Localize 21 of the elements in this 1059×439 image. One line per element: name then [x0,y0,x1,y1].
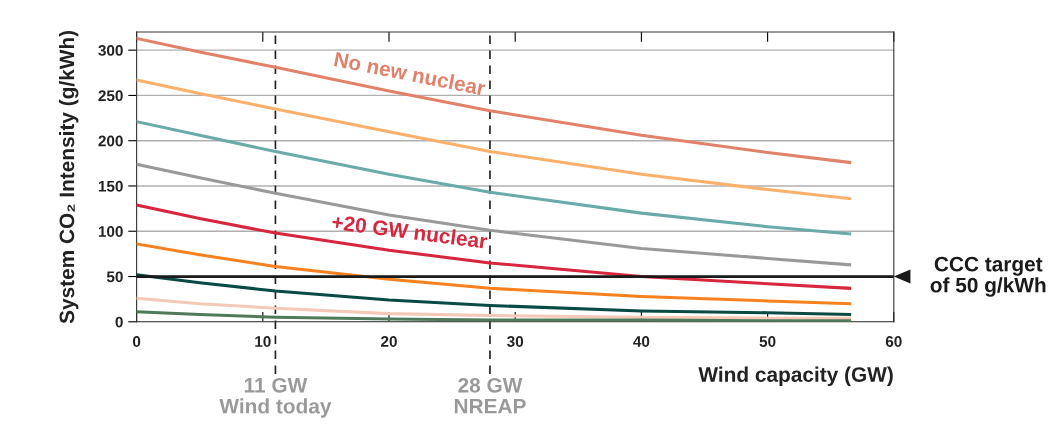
x-tick-label: 50 [759,336,776,347]
text: +20 GW nuclear [331,213,488,249]
y-tick-label: 300 [98,45,123,56]
x-tick-label: 30 [507,336,524,347]
y-tick-label: 50 [106,271,123,283]
x-tick-label: 40 [633,336,650,347]
x-tick-label: 0 [132,336,141,347]
ref-line-label: CCC target of 50 g/kWh [930,256,1046,297]
y-tick-label: 100 [98,226,123,237]
text: No new nuclear [333,51,487,96]
y-axis-title: System CO₂ Intensity (g/kWh) [58,30,79,324]
y-tick-label: 250 [98,90,123,102]
x-tick-label: 20 [381,336,397,347]
ref-line-label: 11 GW Wind today [219,377,332,418]
x-axis-title: Wind capacity (GW) [698,366,893,386]
y-tick-label: 200 [98,135,123,147]
y-tick-label: 150 [98,180,123,192]
x-tick-label: 60 [885,336,902,347]
ref-line-label: 28 GW NREAP [454,377,526,414]
y-tick-label: 0 [115,316,123,328]
x-tick-label: 10 [255,336,271,347]
